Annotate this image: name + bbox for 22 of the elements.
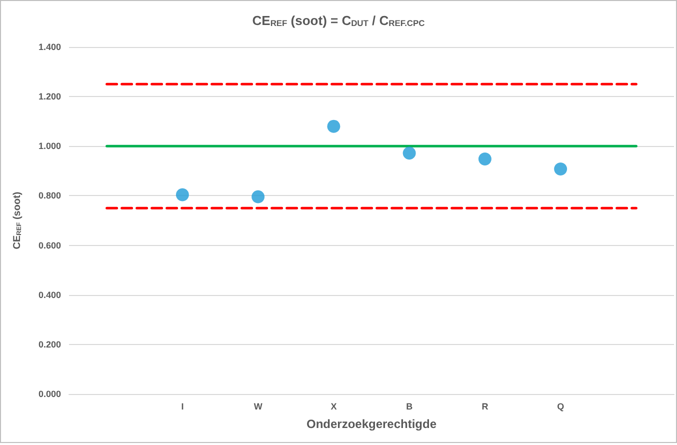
y-tick-label: 0.400 [38,290,61,300]
point [402,146,416,160]
x-tick-label: Q [557,402,564,412]
point [554,162,568,176]
x-tick-label: I [181,402,184,412]
point [327,120,340,133]
y-tick-label: 1.000 [38,141,61,152]
x-tick-label: R [482,402,489,412]
x-axis-title: Onderzoekgerechtigde [306,417,437,431]
chart-title: CEREF (soot) = CDUT / CREF.CPC [252,13,425,28]
y-tick-label: 0.000 [38,389,61,399]
y-tick-label: 0.600 [38,240,61,250]
x-tick-label: B [406,402,414,412]
point [252,190,265,204]
y-tick-label: 0.200 [38,339,61,350]
y-tick-label: 0.800 [38,190,61,201]
y-tick-label: 1.400 [38,42,61,52]
x-tick-label: W [254,402,263,412]
y-tick-label: 1.200 [38,92,61,102]
point [478,152,492,166]
x-tick-label: X [330,402,337,412]
point [176,188,189,202]
